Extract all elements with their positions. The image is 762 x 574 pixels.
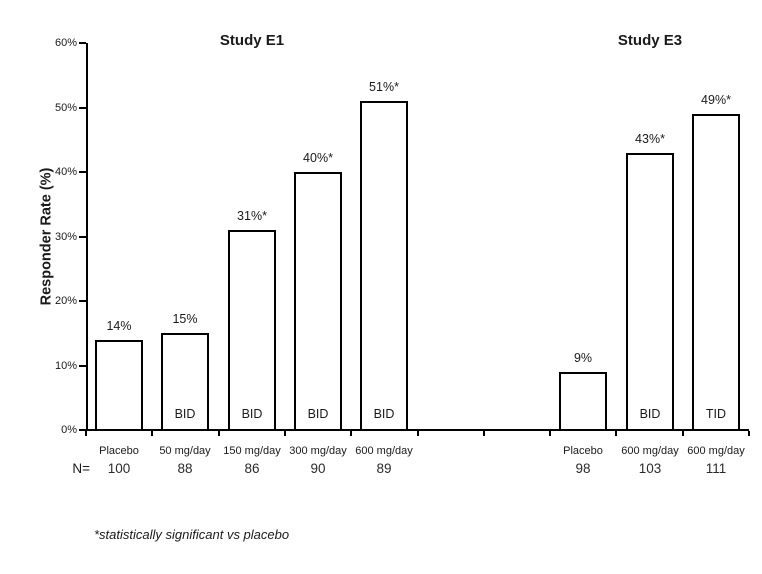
y-axis-tick bbox=[79, 236, 86, 238]
bar-value-label: 15% bbox=[172, 312, 198, 326]
y-axis-tick-label: 30% bbox=[54, 231, 77, 243]
y-axis-tick bbox=[79, 365, 86, 367]
y-axis-tick-label: 20% bbox=[54, 295, 77, 307]
x-axis-category-label: 600 mg/day bbox=[687, 445, 745, 457]
bar-value-label: 31%* bbox=[237, 209, 267, 223]
x-axis-line bbox=[86, 429, 749, 431]
bar bbox=[161, 333, 209, 431]
y-axis-tick-label: 60% bbox=[54, 37, 77, 49]
n-row-label: N= bbox=[72, 461, 90, 476]
bar-value-label: 51%* bbox=[369, 80, 399, 94]
x-axis-category-label: Placebo bbox=[99, 445, 139, 457]
x-axis-category-label: 300 mg/day bbox=[289, 445, 347, 457]
n-value: 100 bbox=[107, 461, 131, 476]
dose-schedule-label: TID bbox=[705, 407, 727, 421]
x-axis-tick bbox=[483, 431, 485, 436]
y-axis-line bbox=[86, 43, 88, 431]
bar bbox=[228, 230, 276, 431]
y-axis-tick bbox=[79, 107, 86, 109]
y-axis-tick-label: 0% bbox=[61, 424, 77, 436]
bar-value-label: 9% bbox=[573, 351, 593, 365]
x-axis-tick bbox=[549, 431, 551, 436]
x-axis-tick bbox=[748, 431, 750, 436]
study-title: Study E1 bbox=[219, 32, 285, 49]
x-axis-tick bbox=[284, 431, 286, 436]
y-axis-tick-label: 40% bbox=[54, 166, 77, 178]
x-axis-tick bbox=[151, 431, 153, 436]
x-axis-tick bbox=[682, 431, 684, 436]
n-value: 88 bbox=[177, 461, 193, 476]
dose-schedule-label: BID bbox=[307, 407, 329, 421]
x-axis-tick bbox=[615, 431, 617, 436]
significance-footnote: *statistically significant vs placebo bbox=[94, 527, 290, 542]
bar-value-label: 40%* bbox=[303, 151, 333, 165]
bar bbox=[95, 340, 143, 431]
bar-value-label: 49%* bbox=[701, 93, 731, 107]
bar bbox=[294, 172, 342, 431]
x-axis-category-label: Placebo bbox=[563, 445, 603, 457]
y-axis-tick-label: 10% bbox=[54, 360, 77, 372]
bar bbox=[360, 101, 408, 431]
n-value: 90 bbox=[310, 461, 326, 476]
study-title: Study E3 bbox=[617, 32, 683, 49]
bar bbox=[626, 153, 674, 431]
n-value: 86 bbox=[244, 461, 260, 476]
n-value: 98 bbox=[575, 461, 591, 476]
dose-schedule-label: BID bbox=[373, 407, 395, 421]
y-axis-tick bbox=[79, 171, 86, 173]
x-axis-category-label: 600 mg/day bbox=[355, 445, 413, 457]
bar bbox=[559, 372, 607, 431]
bar-value-label: 14% bbox=[106, 319, 132, 333]
dose-schedule-label: BID bbox=[174, 407, 196, 421]
dose-schedule-label: BID bbox=[241, 407, 263, 421]
x-axis-tick bbox=[350, 431, 352, 436]
x-axis-category-label: 600 mg/day bbox=[621, 445, 679, 457]
x-axis-category-label: 150 mg/day bbox=[223, 445, 281, 457]
y-axis-tick-label: 50% bbox=[54, 102, 77, 114]
y-axis-tick bbox=[79, 429, 86, 431]
n-value: 103 bbox=[638, 461, 662, 476]
x-axis-tick bbox=[85, 431, 87, 436]
dose-schedule-label: BID bbox=[639, 407, 661, 421]
x-axis-tick bbox=[218, 431, 220, 436]
bar bbox=[692, 114, 740, 431]
y-axis-tick bbox=[79, 42, 86, 44]
bar-value-label: 43%* bbox=[635, 132, 665, 146]
x-axis-tick bbox=[417, 431, 419, 436]
n-value: 89 bbox=[376, 461, 392, 476]
y-axis-tick bbox=[79, 300, 86, 302]
x-axis-category-label: 50 mg/day bbox=[159, 445, 211, 457]
n-value: 111 bbox=[705, 461, 727, 476]
